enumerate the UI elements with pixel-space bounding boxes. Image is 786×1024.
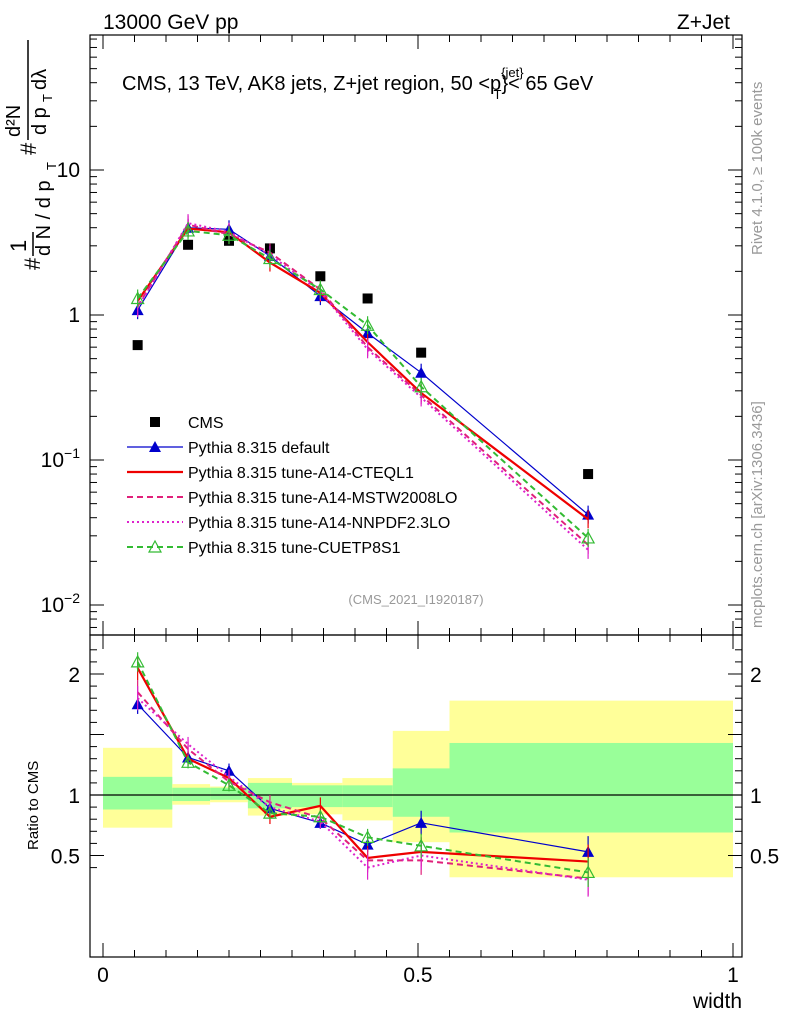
header-right-label: Z+Jet xyxy=(677,11,730,34)
ratio-point-cuetp8s1-4 xyxy=(313,809,328,823)
ratio-point-cuetp8s1-7 xyxy=(581,865,596,879)
ratio-point-cuetp8s1-0 xyxy=(130,654,145,668)
main-axis-ticks xyxy=(90,35,742,957)
ratio-series-layer xyxy=(130,652,596,897)
legend-label-cuetp8s1: Pythia 8.315 tune-CUETP8S1 xyxy=(188,540,401,557)
x-tick-label-0.5: 0.5 xyxy=(403,964,432,987)
y-tick-label-0.1: 10−1 xyxy=(41,445,81,472)
ratio-y-tick-label-2: 2 xyxy=(68,664,80,687)
legend-label-default: Pythia 8.315 default xyxy=(188,440,330,457)
main-point-cuetp8s1-4 xyxy=(313,282,328,296)
ratio-y-axis-label: Ratio to CMS xyxy=(25,761,42,850)
legend-label-cteql1: Pythia 8.315 tune-A14-CTEQL1 xyxy=(188,465,414,482)
x-tick-labels: 0 0.5 1 xyxy=(97,964,739,987)
ratio-band-inner-0 xyxy=(103,776,173,810)
ratio-uncertainty-bands xyxy=(103,700,733,878)
ratio-band-inner-1 xyxy=(172,787,211,802)
ratio-band-inner-7 xyxy=(449,742,733,833)
main-line-default xyxy=(137,227,589,516)
ratio-point-default-6 xyxy=(415,816,428,828)
ratio-band-inner-5 xyxy=(342,785,393,808)
main-point-cuetp8s1-0 xyxy=(130,291,145,305)
main-point-data-7 xyxy=(583,469,594,480)
legend: CMS Pythia 8.315 default Pythia 8.315 tune… xyxy=(127,415,457,557)
main-line-mstw xyxy=(136,223,589,546)
x-axis-label: width xyxy=(692,990,742,1013)
x-tick-label-0: 0 xyxy=(97,964,109,987)
x-tick-label-1: 1 xyxy=(727,964,739,987)
main-line-cuetp8s1 xyxy=(136,229,589,539)
ratio-band-inner-6 xyxy=(392,768,450,817)
ratio-axis-ticks xyxy=(90,649,742,869)
ratio-line-cteql1 xyxy=(136,667,589,863)
legend-label-data: CMS xyxy=(188,415,224,432)
main-point-data-4 xyxy=(315,271,326,282)
svg-text:dλ: dλ xyxy=(29,69,51,90)
svg-text:#: # xyxy=(20,257,45,270)
svg-text:1: 1 xyxy=(6,240,31,252)
main-point-cuetp8s1-5 xyxy=(360,317,375,331)
ratio-point-cuetp8s1-3 xyxy=(262,805,277,819)
ratio-point-cuetp8s1-5 xyxy=(360,830,375,843)
main-point-cuetp8s1-2 xyxy=(221,227,237,241)
legend-marker-data xyxy=(150,417,160,427)
main-line-nnpdf xyxy=(136,222,589,551)
ratio-y-tick-label-right-0.5: 0.5 xyxy=(750,846,779,869)
svg-text:#: # xyxy=(16,142,41,155)
legend-marker-cuetp8s1 xyxy=(147,539,163,553)
mcplots-credit-label: mcplots.cern.ch [arXiv:1306.3436] xyxy=(749,401,766,628)
main-point-cuetp8s1-7 xyxy=(581,530,596,544)
svg-text:T: T xyxy=(44,162,59,170)
ratio-line-mstw xyxy=(136,691,589,880)
ratio-y-tick-label-0.5: 0.5 xyxy=(51,846,80,869)
rivet-version-label: Rivet 4.1.0, ≥ 100k events xyxy=(749,82,766,255)
analysis-id-label: (CMS_2021_I1920187) xyxy=(348,592,483,607)
ratio-line-cuetp8s1 xyxy=(136,661,589,874)
ratio-y-tick-label-1: 1 xyxy=(68,785,80,808)
svg-text:T: T xyxy=(40,94,55,102)
ratio-point-cuetp8s1-1 xyxy=(181,755,196,768)
y-tick-label-0.01: 10−2 xyxy=(41,590,81,617)
main-point-cuetp8s1-1 xyxy=(181,223,196,237)
legend-marker-default xyxy=(149,441,161,452)
main-series-layer xyxy=(130,214,596,559)
plot-title: CMS, 13 TeV, AK8 jets, Z+jet region, 50 … xyxy=(122,65,594,102)
ratio-y-tick-label-right-1: 1 xyxy=(750,785,762,808)
ratio-panel-frame xyxy=(89,634,743,958)
header-left-label: 13000 GeV pp xyxy=(103,11,238,34)
main-line-cteql1 xyxy=(136,227,589,521)
ratio-point-cuetp8s1-6 xyxy=(414,838,429,852)
main-point-data-0 xyxy=(132,340,143,351)
main-point-data-5 xyxy=(362,293,373,304)
main-point-cuetp8s1-3 xyxy=(262,251,277,265)
legend-label-nnpdf: Pythia 8.315 tune-A14-NNPDF2.3LO xyxy=(188,515,450,532)
main-point-data-6 xyxy=(416,347,427,358)
ratio-y-tick-labels: 0.5 0.5 1 1 2 2 xyxy=(51,664,779,869)
svg-text:d p: d p xyxy=(29,107,51,135)
ratio-y-tick-label-right-2: 2 xyxy=(750,664,762,687)
ratio-band-inner-4 xyxy=(292,785,343,808)
svg-text:d²N: d²N xyxy=(3,105,25,137)
main-y-axis-label: # 1 d N / d p T # d²N d p T dλ xyxy=(3,40,59,270)
y-tick-label-1: 1 xyxy=(68,304,80,327)
ratio-point-cuetp8s1-2 xyxy=(221,778,237,791)
main-point-default-6 xyxy=(415,366,428,378)
main-point-cuetp8s1-6 xyxy=(414,379,429,393)
legend-label-mstw: Pythia 8.315 tune-A14-MSTW2008LO xyxy=(188,490,457,507)
main-point-data-1 xyxy=(183,239,194,250)
svg-text:d N / d p: d N / d p xyxy=(33,180,55,256)
y-tick-label-10: 10 xyxy=(57,159,80,182)
ratio-line-nnpdf xyxy=(136,697,589,881)
